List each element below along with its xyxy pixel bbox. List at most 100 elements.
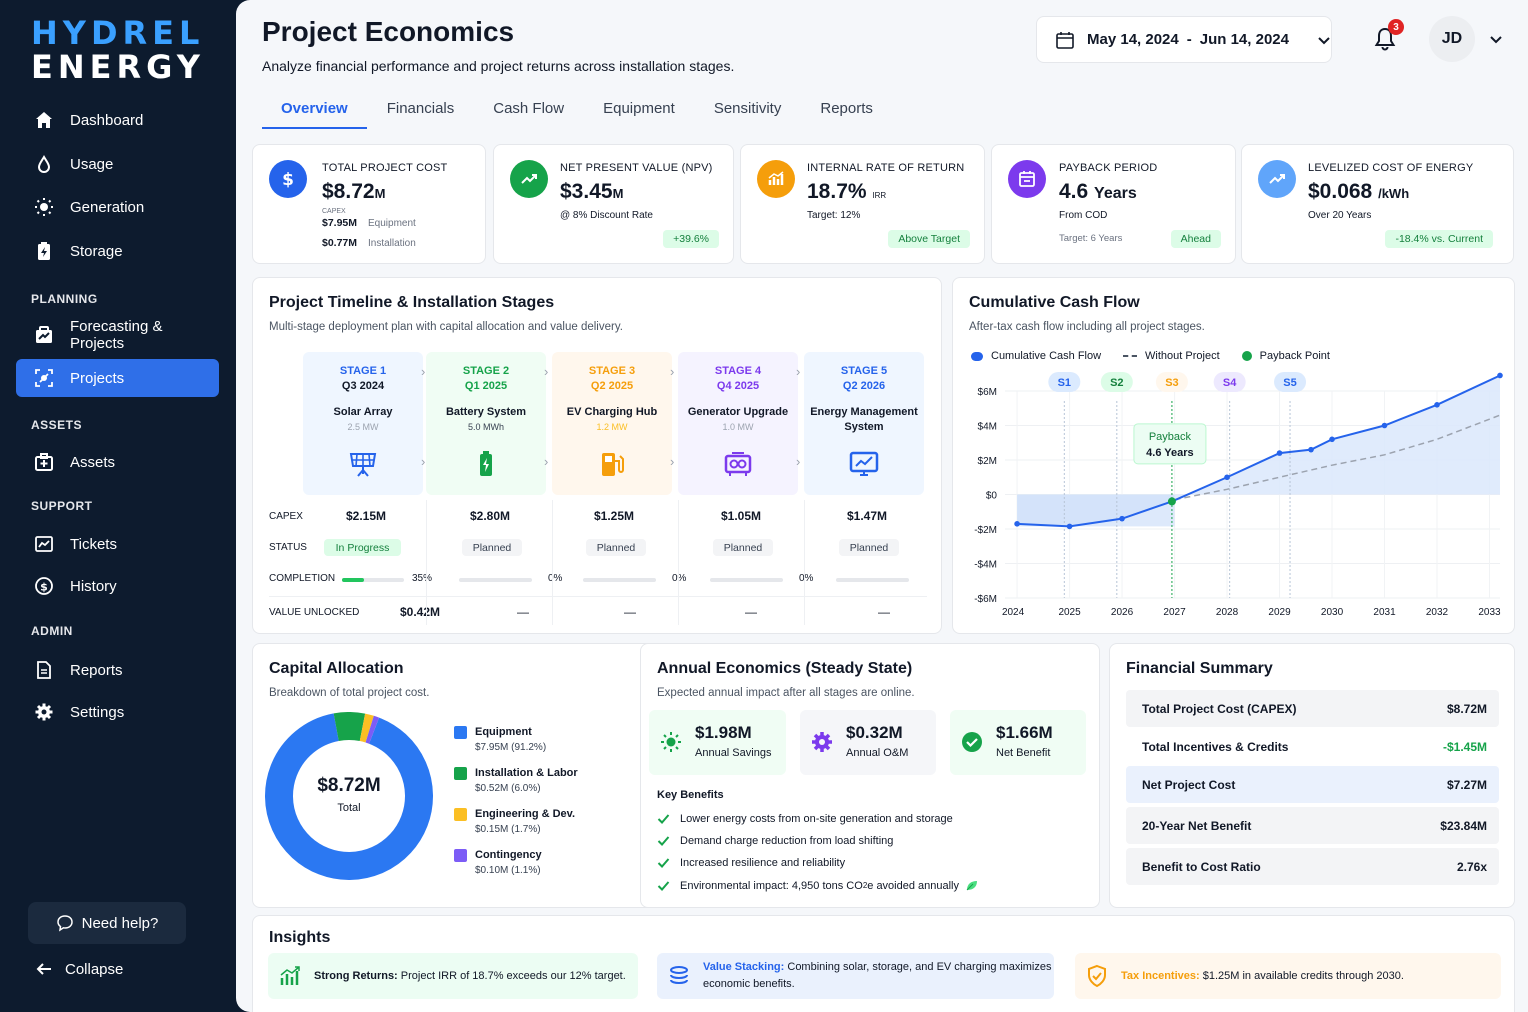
stage-column[interactable]: STAGE 3 Q2 2025 EV Charging Hub 1.2 MW [552,352,672,495]
legend-detail: $0.52M (6.0%) [475,783,541,794]
kpi-note: Target: 12% [807,210,861,221]
sidebar-item-label: Generation [70,198,145,216]
stage-capex: $2.80M [469,509,511,523]
tab-sensitivity[interactable]: Sensitivity [713,100,782,117]
sidebar-item-dashboard[interactable]: Dashboard [16,101,219,139]
sidebar-item-reports[interactable]: Reports [16,651,219,689]
dollar-circle-icon: $ [35,577,53,595]
kpi-trend-pill: -18.4% vs. Current [1385,230,1493,248]
sidebar-item-storage[interactable]: Storage [16,232,219,270]
kpi-unit: IRR [872,191,887,200]
summary-row: Benefit to Cost Ratio 2.76x [1126,848,1499,885]
brand-logo[interactable]: HYDREL ENERGY [31,16,205,84]
ev-charger-icon [602,453,624,476]
cash-flow-area [1017,375,1500,527]
stage-status-badge: Planned [839,539,899,556]
kpi-number: $3.45 [560,180,613,203]
date-range-picker[interactable]: May 14, 2024 - Jun 14, 2024 [1036,16,1332,63]
capital-legend-item: Equipment $7.95M (91.2%) [454,725,546,756]
sidebar-item-history[interactable]: $ History [16,567,219,605]
x-tick-label: 2028 [1216,607,1239,618]
sidebar-item-label: Projects [70,369,125,387]
chevron-down-icon[interactable] [1489,32,1503,46]
stage-status-badge: In Progress [324,539,401,556]
sidebar-item-assets[interactable]: Assets [16,443,219,481]
annual-om-box: $0.32M Annual O&M [800,710,936,775]
stage-capacity: 2.5 MW [347,422,379,432]
tab-cash-flow[interactable]: Cash Flow [493,100,565,117]
nav-section-support: SUPPORT [31,499,93,513]
home-icon [36,112,52,128]
stage-progress-bar [710,578,783,582]
tab-bar: Overview Financials Cash Flow Equipment … [262,92,893,129]
legend-name: Engineering & Dev. [475,808,576,820]
brand-line2: ENERGY [31,48,205,86]
installation-value: $0.77M [322,237,358,249]
y-tick-label: -$4M [974,560,997,571]
forecast-icon [36,326,52,343]
collapse-button[interactable]: Collapse [35,960,123,978]
x-tick-label: 2025 [1058,607,1081,618]
timeline-card: Project Timeline & Installation Stages M… [252,277,942,634]
tab-overview[interactable]: Overview [262,92,367,129]
column-divider [678,500,679,625]
stage-column[interactable]: STAGE 1 Q3 2024 Solar Array 2.5 MW [303,352,423,495]
stage-completion-label: 0% [799,573,814,584]
bar-chart-icon [757,160,795,198]
cashflow-title: Cumulative Cash Flow [969,294,1140,311]
stage-marker-label: S5 [1283,377,1296,389]
monitor-icon [849,451,879,476]
stage-capex: $1.05M [720,509,762,523]
sidebar: HYDREL ENERGY Dashboard Usage Generation… [0,0,236,1012]
stage-column[interactable]: STAGE 4 Q4 2025 Generator Upgrade 1.0 MW [678,352,798,495]
sidebar-item-label: Usage [70,155,114,173]
tab-financials[interactable]: Financials [386,100,455,117]
benefit-text: Environmental impact: 4,950 tons CO [680,879,863,892]
stage-marker-pill [1155,372,1188,392]
date-start: May 14, 2024 [1087,31,1179,48]
nav-section-admin: ADMIN [31,624,73,638]
main-content: Project Economics Analyze financial perf… [236,0,1528,1012]
sidebar-item-usage[interactable]: Usage [16,145,219,183]
stage-header: STAGE 2 Q1 2025 [426,364,546,394]
stage-chevron: › [421,364,426,379]
stage-number: STAGE 4 [714,365,762,377]
sidebar-item-label: Forecasting & Projects [70,318,163,352]
stage-column[interactable]: STAGE 5 Q2 2026 Energy Management System [804,352,924,495]
summary-label: Benefit to Cost Ratio [1142,859,1261,874]
kpi-label: PAYBACK PERIOD [1059,162,1158,174]
avatar[interactable]: JD [1429,16,1475,62]
sidebar-item-projects[interactable]: Projects [16,359,219,397]
data-point [1224,474,1230,481]
stage-quarter: Q2 2026 [842,380,886,392]
donut-slice[interactable] [265,712,433,880]
need-help-button[interactable]: Need help? [28,902,186,944]
page-subtitle: Analyze financial performance and projec… [262,58,735,74]
annual-subtitle: Expected annual impact after all stages … [657,687,915,699]
legend-detail: $0.15M (1.7%) [475,824,541,835]
check-icon [657,836,670,846]
x-tick-label: 2030 [1321,607,1344,618]
page-title: Project Economics [262,16,515,47]
generator-icon [724,452,752,476]
y-tick-label: $2M [978,456,997,467]
summary-title: Financial Summary [1126,660,1273,677]
insights-title: Insights [269,929,331,946]
benefit-item: Demand charge reduction from load shifti… [657,834,893,847]
tab-reports[interactable]: Reports [820,100,873,117]
sidebar-item-generation[interactable]: Generation [16,188,219,226]
sidebar-item-forecasting[interactable]: Forecasting & Projects [16,316,219,354]
sidebar-item-label: Dashboard [70,111,144,129]
sidebar-item-label: Reports [70,661,123,679]
sidebar-item-settings[interactable]: Settings [16,693,219,731]
tab-equipment[interactable]: Equipment [603,100,675,117]
stage-progress-bar [583,578,656,582]
sidebar-item-tickets[interactable]: Tickets [16,525,219,563]
legend-swatch [454,808,467,821]
donut-center-label: Total [337,802,361,814]
x-tick-label: 2029 [1268,607,1291,618]
stage-column[interactable]: STAGE 2 Q1 2025 Battery System 5.0 MWh [426,352,546,495]
stage-chevron: › [670,364,675,379]
data-point [1014,521,1020,527]
kpi-value: $0.068 /kWh [1308,180,1409,204]
